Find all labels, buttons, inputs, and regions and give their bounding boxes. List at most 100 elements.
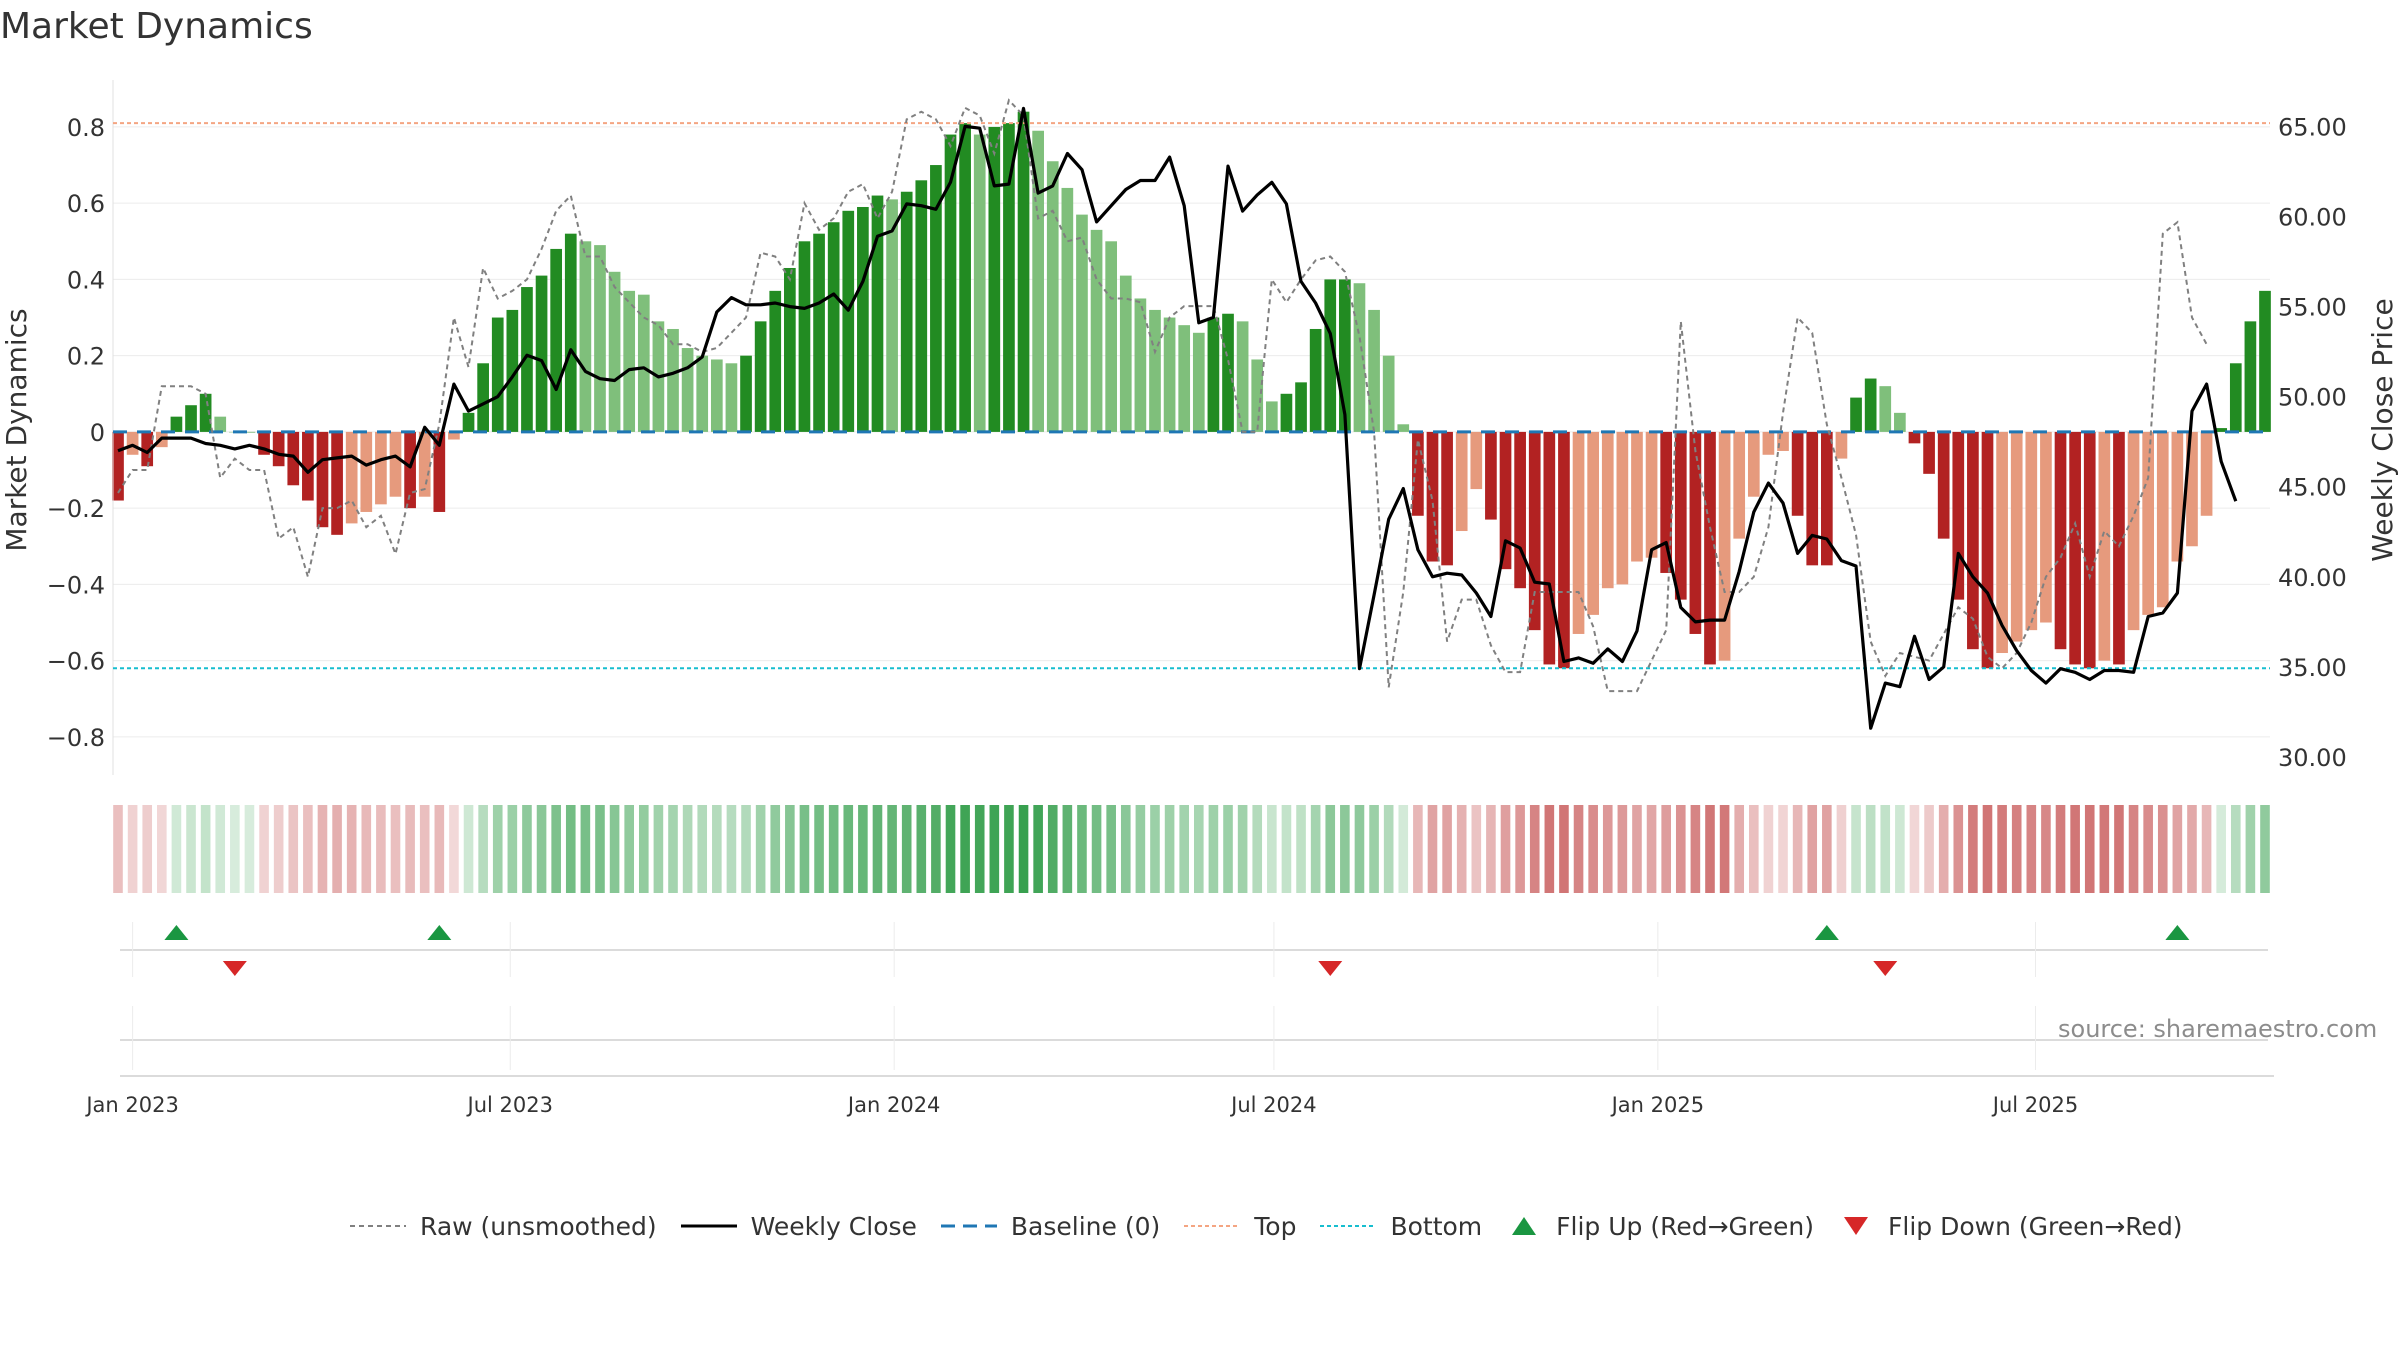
momentum-bar bbox=[1061, 187, 1074, 432]
dotted-cyan-line-icon bbox=[1320, 1225, 1377, 1227]
heat-cell bbox=[1705, 805, 1715, 893]
momentum-bar bbox=[360, 431, 373, 512]
heat-cell bbox=[1982, 805, 1993, 893]
axes: −0.8 −0.6 −0.4 −0.2 0 0.2 0.4 0.6 0.8 30.00 35.00 4… bbox=[0, 80, 2399, 775]
heat-cell bbox=[171, 805, 182, 893]
y-tick-label: 0.4 bbox=[67, 266, 105, 294]
momentum-bar bbox=[375, 431, 387, 505]
momentum-bar bbox=[1324, 279, 1337, 432]
momentum-bar bbox=[1543, 431, 1556, 665]
heat-cell bbox=[974, 805, 985, 893]
heat-cell bbox=[1281, 805, 1292, 893]
heat-cell bbox=[478, 805, 488, 893]
heat-cell bbox=[449, 805, 459, 893]
x-tick-label: Jul 2023 bbox=[466, 1093, 553, 1117]
momentum-bar bbox=[886, 199, 898, 432]
heat-cell bbox=[2260, 805, 2270, 893]
heat-cell bbox=[609, 805, 620, 893]
momentum-bar bbox=[404, 431, 416, 509]
heat-cell bbox=[303, 805, 313, 893]
momentum-bar bbox=[1864, 378, 1877, 432]
momentum-bar bbox=[1660, 431, 1673, 573]
momentum-bar bbox=[2083, 431, 2096, 669]
heat-cell bbox=[244, 805, 255, 893]
momentum-bar bbox=[243, 431, 256, 433]
momentum-bar bbox=[1236, 321, 1249, 432]
legend-item-top: Top bbox=[1184, 1212, 1296, 1241]
heat-cell bbox=[989, 805, 1000, 893]
y-tick-label: −0.4 bbox=[47, 571, 105, 599]
heat-cell bbox=[1310, 805, 1321, 893]
heat-cell bbox=[1194, 805, 1204, 893]
heat-cell bbox=[1719, 805, 1730, 893]
legend-item-bottom: Bottom bbox=[1320, 1212, 1482, 1241]
heat-cell bbox=[1953, 805, 1964, 893]
momentum-bar bbox=[1806, 431, 1819, 566]
legend: Raw (unsmoothed) Weekly Close Baseline (… bbox=[350, 1208, 2207, 1244]
heat-cell bbox=[638, 805, 649, 893]
heat-cell bbox=[1573, 805, 1584, 893]
heat-cell bbox=[2143, 805, 2153, 893]
raw-series bbox=[117, 98, 2208, 693]
heat-cell bbox=[1515, 805, 1525, 893]
heat-cell bbox=[1997, 805, 2007, 893]
heat-cell bbox=[332, 805, 342, 893]
y-tick-label: 0.6 bbox=[67, 190, 105, 218]
momentum-bar bbox=[1952, 431, 1965, 600]
heat-cell bbox=[186, 805, 196, 893]
momentum-bar bbox=[1908, 431, 1921, 444]
heat-cell bbox=[1325, 805, 1336, 893]
momentum-bar bbox=[2171, 431, 2184, 562]
heat-cell bbox=[1486, 805, 1496, 893]
chart-title: Market Dynamics bbox=[0, 6, 313, 47]
heat-cell bbox=[1296, 805, 1306, 893]
momentum-bar bbox=[2186, 431, 2198, 547]
momentum-bar bbox=[1499, 431, 1512, 570]
momentum-bar bbox=[1631, 431, 1643, 562]
heat-cell bbox=[843, 805, 854, 893]
momentum-bar bbox=[1295, 382, 1307, 432]
flip-down-marker bbox=[1318, 961, 1343, 976]
heat-cell bbox=[2026, 805, 2037, 893]
x-tick-label: Jul 2025 bbox=[1991, 1093, 2078, 1117]
momentum-bar bbox=[1090, 229, 1103, 432]
momentum-bar bbox=[769, 290, 782, 432]
momentum-bar bbox=[1572, 431, 1585, 634]
momentum-bar bbox=[1850, 397, 1862, 432]
y2-tick-label: 40.00 bbox=[2278, 564, 2347, 592]
momentum-bar bbox=[1747, 431, 1760, 497]
legend-label: Flip Down (Green→Red) bbox=[1888, 1211, 2183, 1241]
heat-cell bbox=[887, 805, 897, 893]
heat-cell bbox=[405, 805, 415, 893]
momentum-bar bbox=[915, 180, 928, 432]
momentum-bar bbox=[2142, 431, 2154, 615]
dotted-orange-line-icon bbox=[1184, 1225, 1241, 1227]
heat-cell bbox=[1661, 805, 1671, 893]
y2-tick-label: 35.00 bbox=[2278, 654, 2347, 682]
momentum-bar bbox=[1704, 431, 1716, 665]
heat-cell bbox=[1602, 805, 1613, 893]
momentum-bar bbox=[214, 416, 227, 432]
heat-cell bbox=[2041, 805, 2051, 893]
momentum-bar bbox=[1412, 431, 1424, 516]
heat-cell bbox=[1106, 805, 1116, 893]
heat-cell bbox=[507, 805, 518, 893]
weekly-close-line bbox=[117, 106, 2238, 730]
heat-cell bbox=[1734, 805, 1745, 893]
y2-tick-label: 55.00 bbox=[2278, 294, 2347, 322]
heat-cell bbox=[1938, 805, 1949, 893]
momentum-bar bbox=[1820, 431, 1833, 566]
momentum-bar bbox=[1441, 431, 1453, 566]
heat-cell bbox=[931, 805, 941, 893]
momentum-bar bbox=[564, 233, 577, 432]
momentum-bar bbox=[1192, 332, 1205, 432]
heat-cell bbox=[755, 805, 766, 893]
source-label: source: sharemaestro.com bbox=[2058, 1015, 2378, 1043]
heat-cell bbox=[1529, 805, 1540, 893]
momentum-bar bbox=[1601, 431, 1614, 589]
heat-cell bbox=[1865, 805, 1876, 893]
heat-cell bbox=[419, 805, 430, 893]
heat-cell bbox=[1442, 805, 1452, 893]
y2-axis-title: Weekly Close Price bbox=[2366, 298, 2399, 561]
heat-cell bbox=[1427, 805, 1438, 893]
